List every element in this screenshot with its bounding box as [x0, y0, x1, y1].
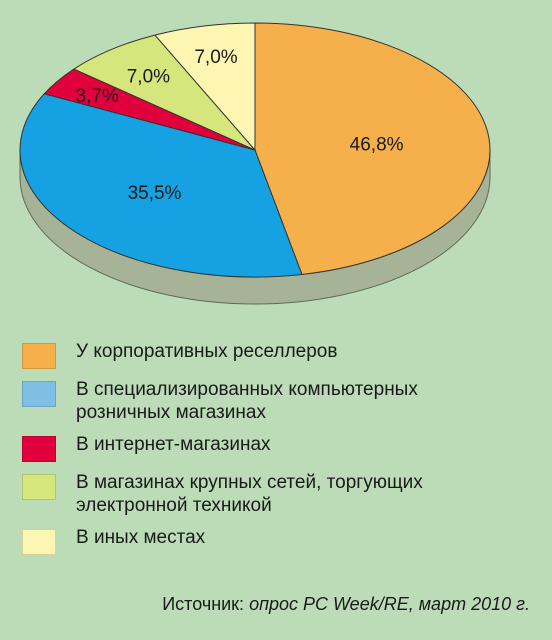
legend-item-electronics-chains: В магазинах крупных сетей, торгующих эле… [22, 471, 542, 517]
legend-swatch-other-places [22, 529, 56, 555]
slice-label-resellers: 46,8% [350, 134, 404, 155]
pie-chart: 46,8% 35,5% 3,7% 7,0% 7,0% [19, 22, 491, 305]
pie-slice-resellers [254, 22, 491, 275]
legend-label-online-stores: В интернет-магазинах [76, 434, 271, 455]
slice-label-other-places: 7,0% [194, 47, 237, 68]
legend-item-online-stores: В интернет-магазинах [22, 433, 542, 462]
source-note: Источник: опрос PC Week/RE, март 2010 г. [162, 594, 530, 615]
legend-label-electronics-chains: В магазинах крупных сетей, торгующих эле… [76, 472, 423, 516]
slice-label-online-stores: 3,7% [76, 86, 119, 107]
pie-slice-other-places [154, 22, 256, 151]
legend-swatch-specialized-stores [22, 381, 56, 407]
slice-label-electronics-chains: 7,0% [127, 67, 170, 88]
legend-label-resellers: У корпоративных реселлеров [76, 341, 338, 362]
legend-label-other-places: В иных местах [76, 527, 206, 548]
legend: У корпоративных реселлеров В специализир… [22, 340, 542, 564]
legend-swatch-electronics-chains [22, 474, 56, 500]
legend-swatch-online-stores [22, 436, 56, 462]
legend-item-resellers: У корпоративных реселлеров [22, 340, 542, 369]
legend-item-other-places: В иных местах [22, 526, 542, 555]
legend-label-specialized-stores: В специализированных компьютерных рознич… [76, 379, 418, 423]
source-text: опрос PC Week/RE, март 2010 г. [249, 594, 530, 614]
source-prefix: Источник: [162, 594, 250, 614]
legend-swatch-resellers [22, 343, 56, 369]
legend-item-specialized-stores: В специализированных компьютерных рознич… [22, 378, 542, 424]
pie-slice-specialized-stores [19, 93, 303, 278]
pie-slice-electronics-chains [73, 34, 256, 151]
slice-label-specialized-stores: 35,5% [128, 183, 182, 204]
